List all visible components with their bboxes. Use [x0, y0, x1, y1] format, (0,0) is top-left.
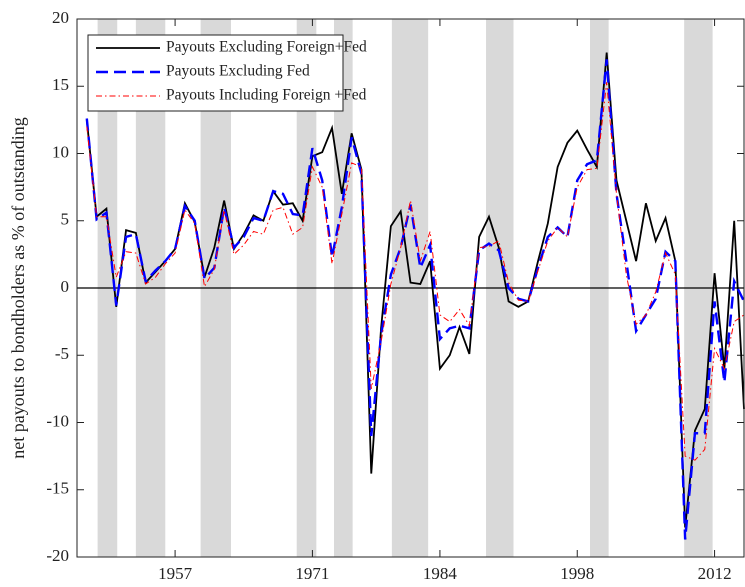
x-tick-label: 1984	[423, 564, 458, 583]
y-tick-label: -10	[46, 411, 69, 430]
legend-label: Payouts Including Foreign +Fed	[166, 87, 367, 104]
y-tick-label: 5	[61, 210, 70, 229]
x-tick-label: 1971	[295, 564, 329, 583]
series-line	[86, 82, 745, 461]
y-tick-label: 15	[52, 75, 69, 94]
series-line	[85, 59, 745, 540]
y-tick-label: -5	[55, 344, 69, 363]
y-tick-label: -15	[46, 479, 69, 498]
y-tick-label: 10	[52, 142, 69, 161]
y-tick-label: 0	[61, 277, 70, 296]
legend-label: Payouts Excluding Foreign+Fed	[166, 39, 367, 56]
x-tick-label: 2012	[698, 564, 732, 583]
y-tick-label: -20	[46, 546, 69, 565]
plot-frame	[76, 18, 745, 558]
x-tick-label: 1998	[560, 564, 594, 583]
y-axis-label: net payouts to bondholders as % of outst…	[8, 117, 28, 458]
y-tick-label: 20	[52, 8, 69, 27]
legend-label: Payouts Excluding Fed	[166, 63, 310, 80]
x-tick-label: 1957	[158, 564, 193, 583]
